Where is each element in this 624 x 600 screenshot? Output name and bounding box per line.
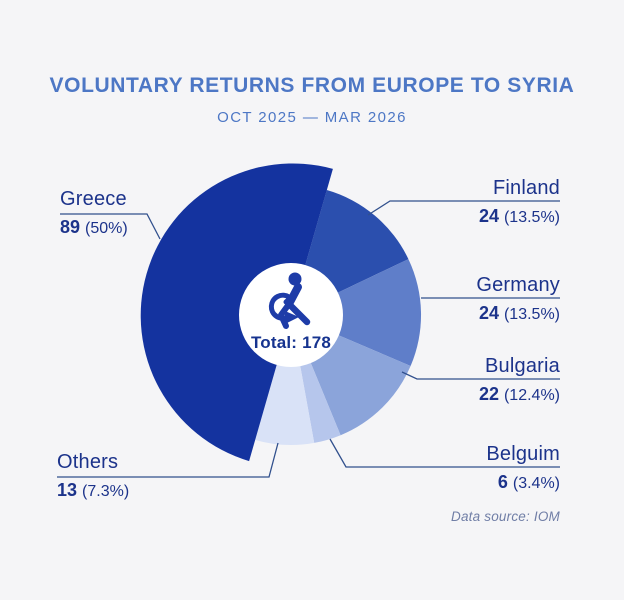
slice-value: 24 (13.5%)	[478, 303, 560, 323]
slice-value: 13 (7.3%)	[57, 480, 130, 500]
returnee-icon	[268, 272, 311, 329]
slice-name: Finland	[493, 177, 560, 199]
leader-line-belguim	[329, 438, 560, 468]
label-finland: Finland 24 (13.5%)	[479, 176, 560, 228]
pie-slice-germany	[291, 259, 422, 366]
slice-name: Germany	[476, 274, 560, 296]
label-germany: Germany 24 (13.5%)	[476, 273, 560, 325]
center-total: Total: 178	[250, 333, 332, 352]
slice-value: 6 (3.4%)	[497, 472, 560, 492]
label-belguim: Belguim 6 (3.4%)	[486, 442, 560, 494]
pie-slice-others	[255, 315, 315, 446]
leader-line-bulgaria	[401, 371, 560, 380]
slice-value: 89 (50%)	[60, 217, 128, 237]
leader-line-greece	[60, 213, 161, 240]
label-bulgaria: Bulgaria 22 (12.4%)	[479, 354, 560, 406]
slice-value: 22 (12.4%)	[478, 384, 560, 404]
label-others: Others 13 (7.3%)	[57, 450, 129, 502]
leader-line-others	[57, 442, 279, 478]
slice-name: Greece	[60, 188, 127, 210]
slice-value: 24 (13.5%)	[478, 206, 560, 226]
slice-name: Belguim	[486, 443, 560, 465]
slice-name: Bulgaria	[485, 355, 560, 377]
chart-title: VOLUNTARY RETURNS FROM EUROPE TO SYRIA	[49, 74, 575, 97]
label-greece: Greece 89 (50%)	[60, 187, 128, 239]
chart-subtitle: OCT 2025 — MAR 2026	[217, 109, 407, 126]
data-source: Data source: IOM	[451, 509, 560, 524]
leader-line-finland	[367, 200, 560, 216]
slice-name: Others	[57, 451, 119, 473]
pie-slice-greece	[140, 163, 333, 462]
